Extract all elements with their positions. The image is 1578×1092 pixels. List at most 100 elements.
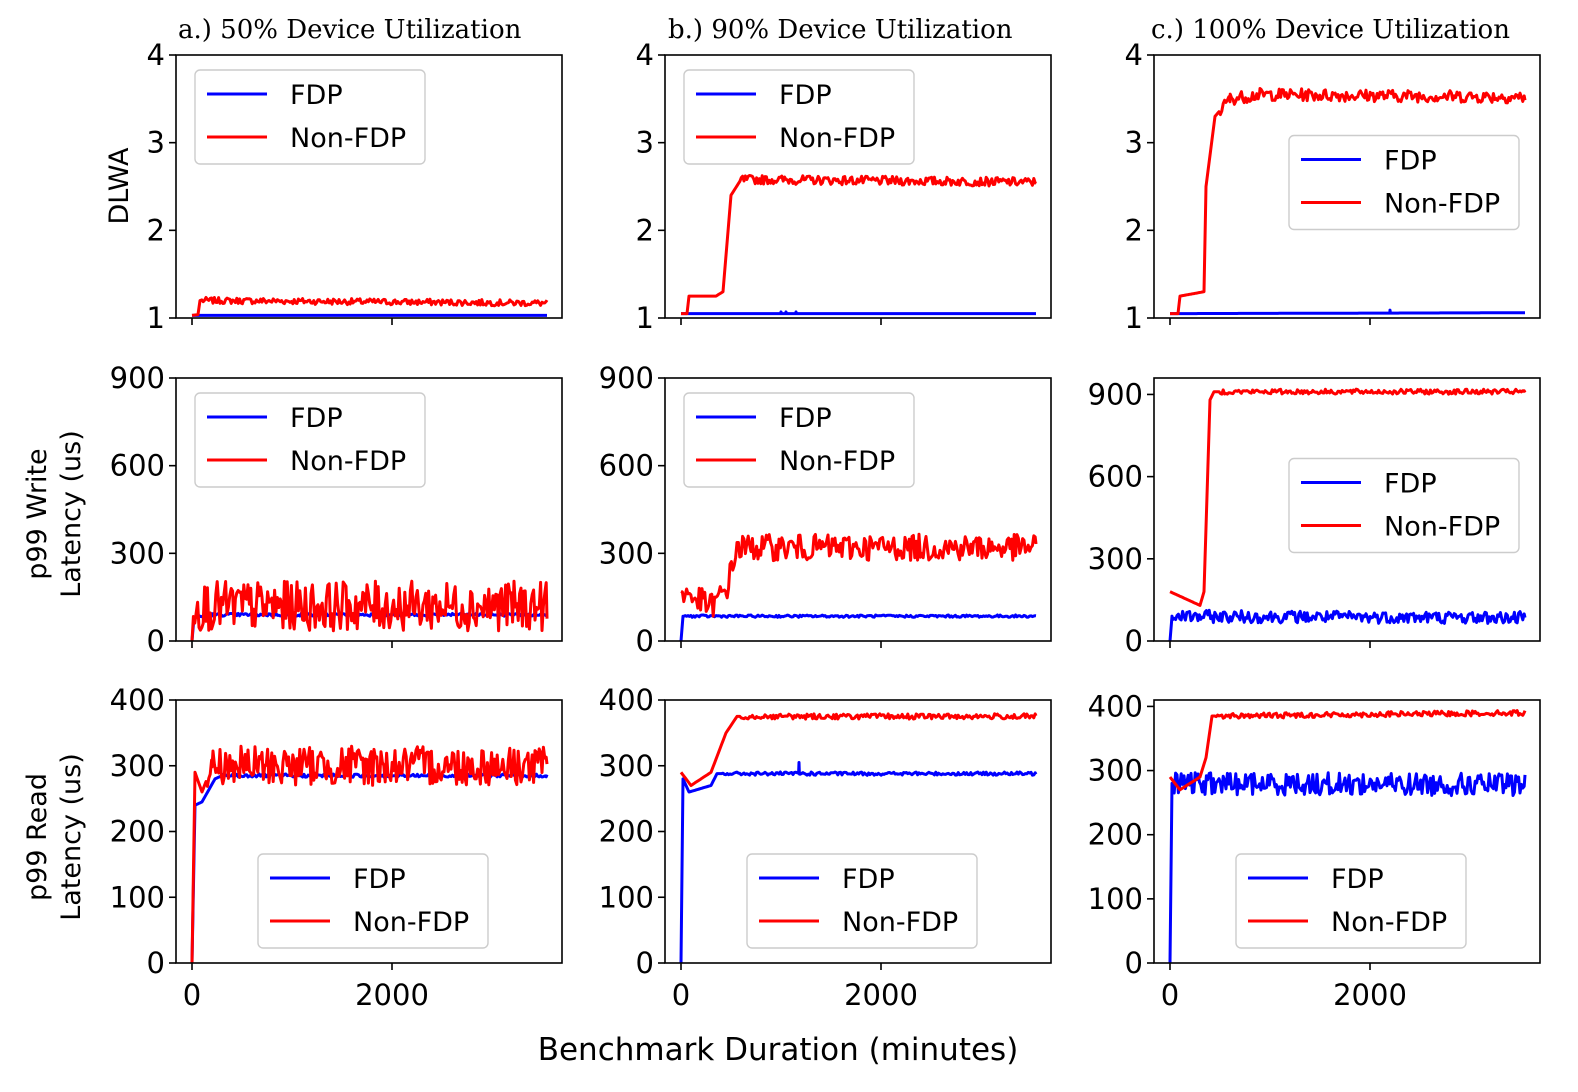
legend-label-fdp: FDP (779, 80, 832, 111)
series-line-non-fdp (1169, 87, 1527, 316)
y-tick-label: 100 (599, 880, 654, 914)
legend-label-non-fdp: Non-FDP (779, 123, 895, 154)
legend: FDP Non-FDP (1288, 134, 1520, 231)
x-tick-label: 0 (672, 978, 690, 1012)
series-line-non-fdp (190, 579, 549, 641)
legend-label-non-fdp: Non-FDP (1331, 907, 1447, 938)
series-line-non-fdp (191, 296, 549, 317)
y-tick-label: 1 (1125, 301, 1143, 335)
x-tick-label: 2000 (844, 978, 918, 1012)
y-tick-label: 200 (110, 815, 165, 849)
panel-a-DLWA: 1 2 3 4 FDP Non-FDP (147, 38, 563, 335)
column-title-c: c.) 100% Device Utilization (1151, 15, 1510, 45)
y-tick-label: 3 (1125, 126, 1143, 160)
x-tick-label: 2000 (1333, 978, 1407, 1012)
series-line-non-fdp (679, 712, 1038, 787)
column-title-b: b.) 90% Device Utilization (668, 15, 1013, 45)
legend-label-fdp: FDP (842, 864, 895, 895)
y-tick-label: 2 (1125, 213, 1143, 247)
y-tick-label: 600 (599, 449, 654, 483)
y-tick-label: 4 (636, 38, 654, 72)
x-tick-label: 0 (183, 978, 201, 1012)
legend-label-fdp: FDP (290, 80, 343, 111)
ylabel-write-line2: Latency (us) (56, 430, 87, 598)
panel-a-Write: 0 300 600 900 FDP Non-FDP (110, 361, 563, 658)
y-tick-label: 0 (636, 946, 654, 980)
legend-label-non-fdp: Non-FDP (842, 907, 958, 938)
series-line-fdp (1168, 771, 1527, 963)
series-line-fdp (1168, 608, 1527, 641)
legend-label-fdp: FDP (1384, 469, 1437, 500)
y-tick-label: 300 (110, 536, 165, 570)
plot-frame (175, 54, 563, 319)
panel-b-DLWA: 1 2 3 4 FDP Non-FDP (636, 38, 1052, 335)
panel-c-DLWA: 1 2 3 4 FDP Non-FDP (1125, 38, 1541, 335)
y-tick-label: 1 (147, 301, 165, 335)
panel-b-Read: 0 100 200 300 400 0 2000 FDP Non-FDP (599, 683, 1052, 1012)
series-line-non-fdp (1168, 709, 1527, 792)
y-tick-label: 3 (147, 126, 165, 160)
panel-b-Write: 0 300 600 900 FDP Non-FDP (599, 361, 1052, 658)
legend-label-non-fdp: Non-FDP (1384, 512, 1500, 543)
x-tick-label: 2000 (355, 978, 429, 1012)
series-line-fdp (680, 310, 1037, 316)
y-tick-label: 300 (1088, 754, 1143, 788)
legend-label-non-fdp: Non-FDP (290, 123, 406, 154)
y-tick-label: 300 (599, 536, 654, 570)
ylabel-read-line2: Latency (us) (56, 753, 87, 921)
series-line-non-fdp (680, 174, 1037, 316)
plot-frame (664, 54, 1052, 319)
y-tick-label: 900 (1088, 377, 1143, 411)
y-tick-label: 400 (1088, 689, 1143, 723)
y-tick-label: 300 (1088, 542, 1143, 576)
legend: FDP Non-FDP (1288, 457, 1520, 554)
y-tick-label: 0 (1125, 624, 1143, 658)
legend-label-non-fdp: Non-FDP (290, 446, 406, 477)
y-tick-label: 1 (636, 301, 654, 335)
series-line-fdp (679, 761, 1038, 963)
panel-c-Write: 0 300 600 900 FDP Non-FDP (1088, 377, 1541, 658)
plot-frame (1153, 377, 1541, 642)
legend: FDP Non-FDP (257, 853, 489, 949)
y-tick-label: 900 (599, 361, 654, 395)
y-tick-label: 600 (1088, 460, 1143, 494)
y-tick-label: 400 (110, 683, 165, 717)
y-tick-label: 2 (636, 213, 654, 247)
legend-label-non-fdp: Non-FDP (1384, 189, 1500, 220)
legend: FDP Non-FDP (683, 392, 915, 488)
legend-label-non-fdp: Non-FDP (353, 907, 469, 938)
y-tick-label: 0 (147, 624, 165, 658)
x-tick-label: 0 (1161, 978, 1179, 1012)
y-tick-label: 2 (147, 213, 165, 247)
series-line-non-fdp (680, 532, 1038, 618)
series-line-fdp (190, 611, 548, 641)
ylabel-dlwa: DLWA (104, 147, 135, 225)
panel-a-Read: 0 100 200 300 400 0 2000 FDP Non-FDP (110, 683, 563, 1012)
y-tick-label: 600 (110, 449, 165, 483)
series-line-non-fdp (1169, 387, 1527, 607)
y-tick-label: 100 (1088, 882, 1143, 916)
y-tick-label: 200 (1088, 818, 1143, 852)
y-tick-label: 0 (636, 624, 654, 658)
y-tick-label: 200 (599, 815, 654, 849)
x-axis-label: Benchmark Duration (minutes) (538, 1032, 1019, 1068)
legend-label-fdp: FDP (353, 864, 406, 895)
y-tick-label: 3 (636, 126, 654, 160)
column-title-a: a.) 50% Device Utilization (178, 15, 522, 45)
y-tick-label: 100 (110, 880, 165, 914)
series-line-non-fdp (190, 744, 549, 963)
y-tick-label: 300 (599, 749, 654, 783)
legend-label-fdp: FDP (1384, 146, 1437, 177)
legend: FDP Non-FDP (194, 392, 426, 488)
panel-c-Read: 0 100 200 300 400 0 2000 FDP Non-FDP (1088, 689, 1541, 1012)
legend-label-fdp: FDP (779, 403, 832, 434)
ylabel-write-line1: p99 Write (22, 448, 53, 579)
legend: FDP Non-FDP (683, 69, 915, 165)
legend: FDP Non-FDP (746, 853, 978, 949)
y-tick-label: 400 (599, 683, 654, 717)
plot-frame (664, 377, 1052, 642)
y-tick-label: 0 (147, 946, 165, 980)
y-tick-label: 4 (147, 38, 165, 72)
ylabel-read-line1: p99 Read (22, 773, 53, 901)
